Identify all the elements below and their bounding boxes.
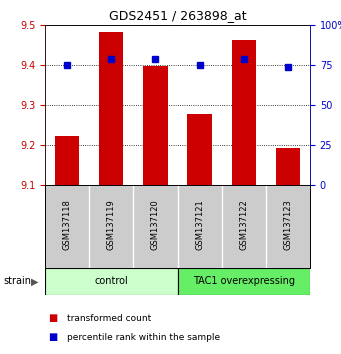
- Bar: [143, 66, 167, 185]
- Bar: [178, 268, 310, 295]
- Text: GSM137123: GSM137123: [283, 199, 293, 250]
- Bar: [55, 136, 79, 185]
- Text: strain: strain: [3, 276, 31, 286]
- Text: GSM137118: GSM137118: [63, 199, 72, 250]
- Text: ▶: ▶: [31, 276, 39, 286]
- Text: GSM137120: GSM137120: [151, 199, 160, 250]
- Text: GSM137122: GSM137122: [239, 199, 248, 250]
- Text: percentile rank within the sample: percentile rank within the sample: [67, 333, 220, 342]
- Text: ■: ■: [48, 313, 58, 323]
- Bar: [45, 268, 178, 295]
- Bar: [276, 148, 300, 185]
- Text: TAC1 overexpressing: TAC1 overexpressing: [193, 276, 295, 286]
- Text: GSM137119: GSM137119: [107, 199, 116, 250]
- Title: GDS2451 / 263898_at: GDS2451 / 263898_at: [109, 10, 246, 22]
- Text: transformed count: transformed count: [67, 314, 151, 322]
- Bar: [99, 32, 123, 185]
- Text: control: control: [94, 276, 128, 286]
- Text: GSM137121: GSM137121: [195, 199, 204, 250]
- Bar: [188, 114, 212, 185]
- Text: ■: ■: [48, 332, 58, 342]
- Bar: [232, 40, 256, 185]
